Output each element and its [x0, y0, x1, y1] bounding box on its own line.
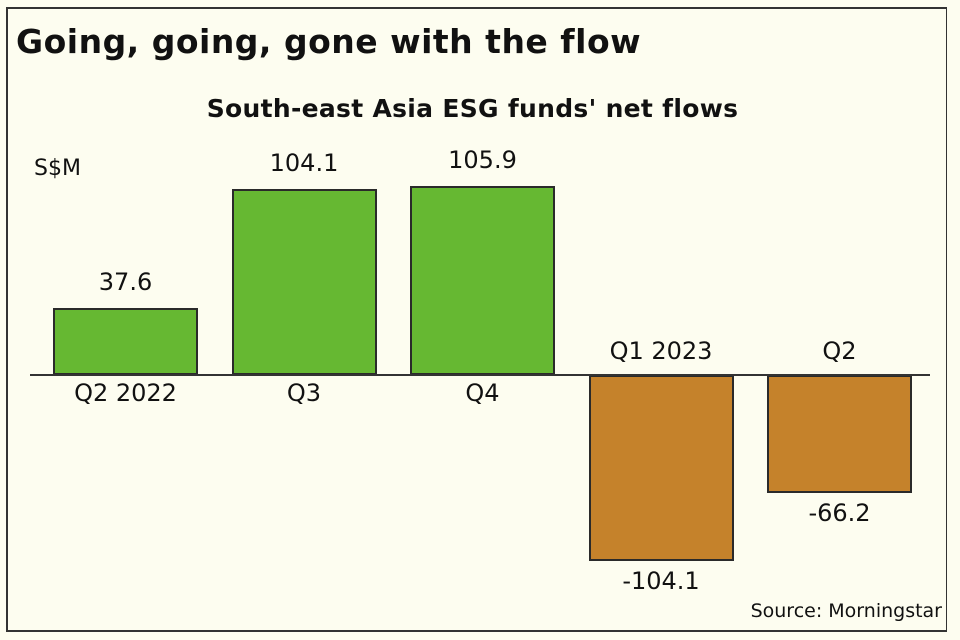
zero-axis-line	[30, 374, 930, 376]
chart-frame	[6, 7, 947, 632]
category-label: Q2 2022	[74, 379, 177, 407]
category-label: Q1 2023	[609, 337, 713, 365]
category-label: Q4	[465, 379, 500, 407]
category-label: Q3	[286, 379, 322, 407]
bar-4	[767, 375, 912, 494]
value-label: -104.1	[622, 567, 700, 596]
bar-0	[53, 307, 198, 375]
bar-3	[588, 375, 734, 562]
bar-1	[231, 188, 377, 375]
chart-title: South-east Asia ESG funds' net flows	[206, 94, 739, 123]
page-title: Going, going, gone with the flow	[16, 22, 642, 61]
y-axis-unit: S$M	[34, 156, 81, 181]
value-label: 37.6	[98, 267, 153, 296]
value-label: 105.9	[448, 145, 517, 174]
category-label: Q2	[822, 337, 857, 365]
bar-2	[410, 185, 555, 375]
source-note: Source: Morningstar	[750, 600, 942, 622]
value-label: 104.1	[269, 148, 339, 177]
value-label: -66.2	[808, 499, 871, 528]
